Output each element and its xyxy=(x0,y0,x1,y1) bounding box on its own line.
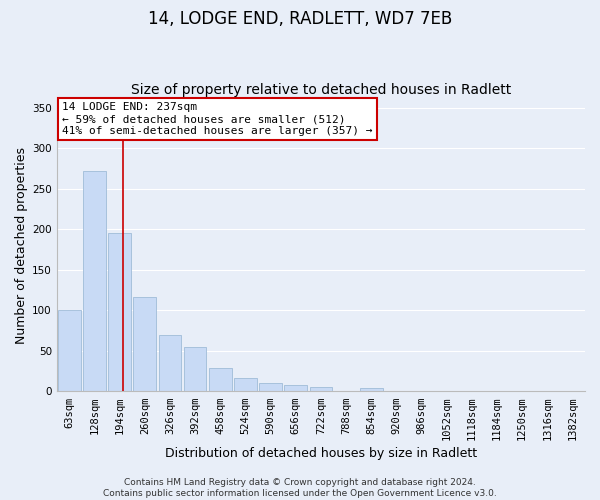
Bar xyxy=(259,382,282,392)
Text: 14 LODGE END: 237sqm
← 59% of detached houses are smaller (512)
41% of semi-deta: 14 LODGE END: 237sqm ← 59% of detached h… xyxy=(62,102,373,136)
Title: Size of property relative to detached houses in Radlett: Size of property relative to detached ho… xyxy=(131,83,511,97)
Text: 14, LODGE END, RADLETT, WD7 7EB: 14, LODGE END, RADLETT, WD7 7EB xyxy=(148,10,452,28)
Bar xyxy=(83,171,106,392)
Bar xyxy=(460,390,483,392)
Bar xyxy=(184,347,206,392)
Bar xyxy=(109,234,131,392)
Bar xyxy=(133,298,156,392)
Bar xyxy=(310,388,332,392)
Bar xyxy=(234,378,257,392)
Bar xyxy=(360,388,383,392)
Bar xyxy=(158,336,181,392)
Bar xyxy=(58,310,80,392)
Y-axis label: Number of detached properties: Number of detached properties xyxy=(15,147,28,344)
Bar xyxy=(410,390,433,392)
Text: Contains HM Land Registry data © Crown copyright and database right 2024.
Contai: Contains HM Land Registry data © Crown c… xyxy=(103,478,497,498)
Bar xyxy=(284,385,307,392)
Bar xyxy=(209,368,232,392)
X-axis label: Distribution of detached houses by size in Radlett: Distribution of detached houses by size … xyxy=(165,447,477,460)
Bar xyxy=(536,390,559,392)
